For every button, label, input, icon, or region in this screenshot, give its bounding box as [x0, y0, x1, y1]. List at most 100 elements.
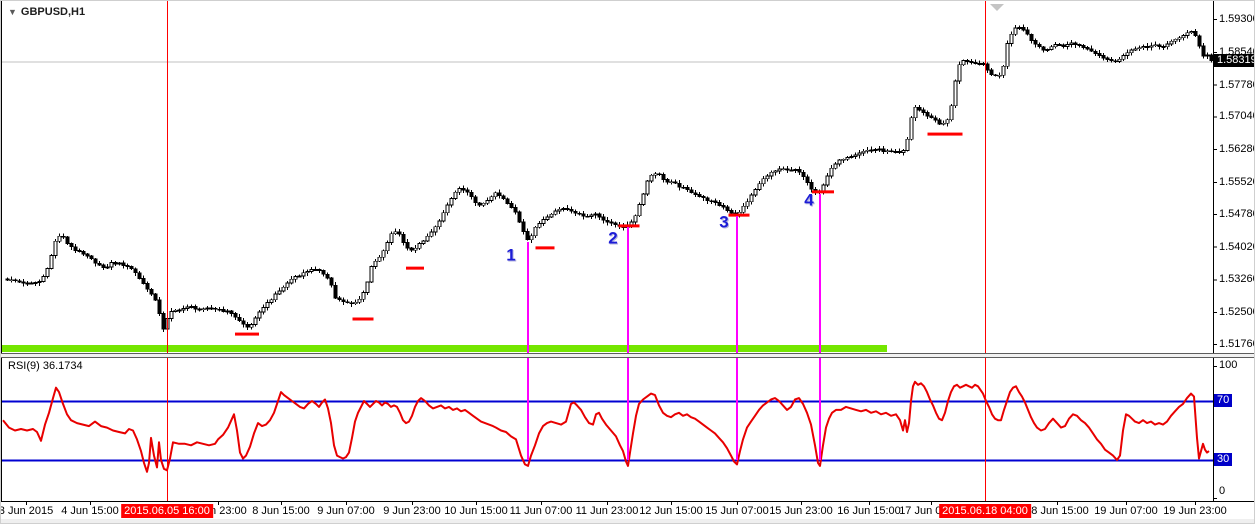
candle-body [1057, 44, 1062, 46]
candle-body [789, 169, 794, 172]
candle-body [681, 186, 686, 189]
candle-body [749, 194, 754, 203]
candle-body [461, 188, 466, 191]
candle-body [757, 183, 762, 190]
candle-body [1065, 44, 1070, 47]
red-date-badge: 2015.06.05 16:00 [121, 504, 213, 518]
candle-body [57, 235, 62, 242]
candle-body [277, 290, 282, 295]
candle-body [497, 192, 502, 197]
pane-separator[interactable] [1, 353, 1254, 354]
candle-body [709, 200, 714, 203]
candle-body [985, 63, 990, 71]
candle-body [1137, 47, 1142, 50]
candle-body [17, 280, 22, 283]
candle-body [273, 293, 278, 301]
candle-body [97, 262, 102, 266]
candle-body [1069, 42, 1074, 45]
candle-body [1169, 40, 1174, 45]
red-date-badge: 2015.06.18 04:00 [939, 504, 1031, 518]
candle-body [773, 170, 778, 173]
candle-body [717, 202, 722, 206]
time-axis-label: 16 Jun 15:00 [837, 505, 901, 517]
candle-body [169, 311, 174, 319]
candle-body [33, 282, 38, 284]
candle-body [677, 182, 682, 188]
time-axis-label: 19 Jun 07:00 [1094, 505, 1158, 517]
candle-body [213, 307, 218, 310]
price-axis-label: 1.57780 [1219, 78, 1255, 91]
candle-body [577, 212, 582, 215]
candle-body [1037, 43, 1042, 48]
candle-body [73, 246, 78, 251]
candle-body [613, 222, 618, 226]
time-axis-label: 10 Jun 15:00 [444, 505, 508, 517]
candle-body [221, 309, 226, 312]
red-dash-marker [235, 332, 259, 336]
candle-body [1085, 46, 1090, 50]
candle-body [289, 278, 294, 284]
candle-body [637, 204, 642, 217]
candle-body [377, 256, 382, 262]
candle-body [305, 270, 310, 274]
candle-body [705, 197, 710, 202]
candle-body [661, 174, 666, 180]
candle-body [849, 155, 854, 158]
candle-body [609, 221, 614, 224]
candle-body [861, 150, 866, 154]
candle-body [885, 150, 890, 153]
candle-body [881, 148, 886, 152]
price-axis-label: 1.53260 [1219, 273, 1255, 286]
candle-body [645, 180, 650, 195]
candle-body [1113, 60, 1118, 63]
candle-body [845, 157, 850, 160]
candle-body [1205, 54, 1210, 57]
candle-body [957, 64, 962, 82]
candle-body [21, 281, 26, 284]
candle-body [1121, 55, 1126, 60]
symbol-label-text: GBPUSD,H1 [20, 6, 86, 18]
candle-body [373, 260, 378, 267]
candle-body [793, 169, 798, 171]
candle-body [533, 226, 538, 237]
candle-body [201, 308, 206, 311]
candle-body [949, 105, 954, 121]
candle-body [809, 182, 814, 190]
candle-body [509, 203, 514, 208]
candle-body [1161, 46, 1166, 48]
price-axis-label: 1.54780 [1219, 207, 1255, 220]
candle-body [869, 149, 874, 152]
signal-number-4: 4 [804, 190, 814, 210]
candle-body [297, 275, 302, 278]
candle-body [897, 151, 902, 154]
candle-body [1089, 48, 1094, 52]
candle-body [317, 269, 322, 271]
candle-body [237, 316, 242, 322]
red-dash-marker [927, 132, 963, 136]
signal-number-3: 3 [719, 212, 729, 232]
rsi-level-70-badge: 70 [1214, 394, 1233, 407]
candle-body [781, 168, 786, 171]
candle-body [345, 301, 350, 304]
candle-body [357, 298, 362, 303]
candle-body [285, 282, 290, 288]
candle-body [205, 307, 210, 310]
rsi-level-30-badge: 30 [1214, 453, 1233, 466]
rsi-scale-0-label: 0 [1219, 485, 1226, 497]
pane-separator-handle[interactable] [1, 354, 1254, 357]
candle-body [1153, 44, 1158, 47]
candle-body [513, 207, 518, 213]
candle-body [321, 270, 326, 275]
pane-separator[interactable] [1, 357, 1254, 358]
time-axis-label: 3 Jun 2015 [0, 505, 54, 517]
candle-body [413, 247, 418, 251]
candle-body [953, 80, 958, 107]
candle-body [913, 106, 918, 119]
candle-body [85, 253, 90, 257]
candle-body [741, 205, 746, 213]
candle-body [1165, 43, 1170, 48]
candle-body [81, 251, 86, 255]
candle-body [593, 213, 598, 216]
chart-shift-marker-icon[interactable] [990, 4, 1004, 11]
